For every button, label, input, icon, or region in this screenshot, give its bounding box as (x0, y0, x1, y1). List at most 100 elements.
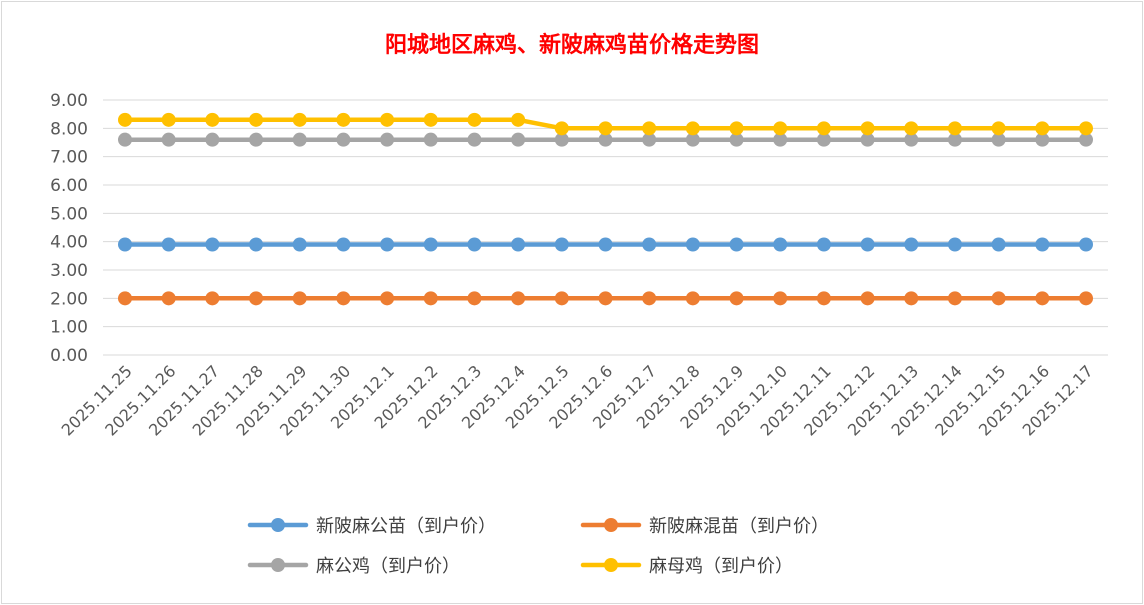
data-point (423, 132, 438, 147)
legend-swatch-marker (604, 558, 618, 572)
data-point (685, 237, 700, 252)
data-point (336, 237, 351, 252)
y-tick-label: 6.00 (50, 176, 88, 196)
data-point (642, 132, 657, 147)
data-point (598, 291, 613, 306)
data-point (161, 237, 176, 252)
data-point (642, 121, 657, 136)
data-point (467, 291, 482, 306)
legend-swatch-marker (271, 558, 285, 572)
data-point (904, 132, 919, 147)
data-point (816, 237, 831, 252)
data-point (991, 237, 1006, 252)
data-point (816, 121, 831, 136)
data-point (860, 121, 875, 136)
data-point (467, 237, 482, 252)
legend-label: 新陂麻公苗（到户价） (316, 516, 496, 537)
data-point (554, 237, 569, 252)
data-point (598, 121, 613, 136)
data-point (773, 237, 788, 252)
data-point (773, 121, 788, 136)
y-tick-label: 4.00 (50, 233, 88, 253)
data-point (118, 291, 132, 306)
data-point (467, 132, 482, 147)
y-tick-label: 5.00 (50, 204, 88, 224)
y-axis-ticks: 0.00 1.00 2.00 3.00 4.00 5.00 6.00 7.00 8.00 9.00 (50, 91, 88, 366)
data-point (249, 291, 264, 306)
data-point (816, 132, 831, 147)
data-point (1079, 121, 1093, 136)
data-point (598, 237, 613, 252)
data-point (511, 132, 526, 147)
data-point (598, 132, 613, 147)
data-point (292, 291, 307, 306)
data-point (947, 121, 962, 136)
data-point (161, 132, 176, 147)
legend-swatch-marker (604, 518, 618, 532)
data-point (991, 291, 1006, 306)
y-tick-label: 1.00 (50, 318, 88, 338)
data-point (205, 237, 220, 252)
y-tick-label: 3.00 (50, 261, 88, 281)
data-point (511, 112, 526, 127)
data-point (904, 291, 919, 306)
data-point (729, 237, 744, 252)
data-point (511, 237, 526, 252)
data-point (816, 291, 831, 306)
data-point (161, 112, 176, 127)
data-point (860, 132, 875, 147)
data-point (1035, 132, 1050, 147)
data-point (554, 291, 569, 306)
data-point (1035, 291, 1050, 306)
data-point (860, 237, 875, 252)
data-point (380, 237, 395, 252)
y-tick-label: 7.00 (50, 148, 88, 168)
data-point (118, 132, 132, 147)
data-point (1035, 121, 1050, 136)
data-point (773, 291, 788, 306)
legend-label: 麻公鸡（到户价） (316, 556, 460, 577)
data-point (336, 132, 351, 147)
data-point (1079, 132, 1093, 147)
data-point (511, 291, 526, 306)
data-point (729, 121, 744, 136)
legend-item: 麻母鸡（到户价） (580, 556, 793, 577)
data-point (249, 237, 264, 252)
data-point (991, 132, 1006, 147)
data-point (292, 112, 307, 127)
data-point (642, 291, 657, 306)
y-tick-label: 2.00 (50, 289, 88, 309)
legend-item: 麻公鸡（到户价） (247, 556, 460, 577)
data-point (947, 132, 962, 147)
data-point (991, 121, 1006, 136)
data-point (161, 291, 176, 306)
data-point (336, 291, 351, 306)
data-point (1079, 291, 1093, 306)
y-tick-label: 9.00 (50, 91, 88, 111)
data-point (947, 237, 962, 252)
data-point (729, 132, 744, 147)
data-point (685, 121, 700, 136)
legend-item: 新陂麻混苗（到户价） (580, 516, 829, 537)
data-point (860, 291, 875, 306)
data-point (685, 291, 700, 306)
data-point (423, 112, 438, 127)
data-point (205, 132, 220, 147)
series-lines (118, 112, 1093, 306)
data-point (380, 112, 395, 127)
data-point (1079, 237, 1093, 252)
legend-swatch-marker (271, 518, 285, 532)
data-point (947, 291, 962, 306)
data-point (423, 237, 438, 252)
data-point (467, 112, 482, 127)
data-point (904, 237, 919, 252)
data-point (554, 132, 569, 147)
data-point (118, 237, 132, 252)
data-point (380, 291, 395, 306)
data-point (205, 112, 220, 127)
data-point (380, 132, 395, 147)
data-point (554, 121, 569, 136)
data-point (904, 121, 919, 136)
data-point (249, 132, 264, 147)
